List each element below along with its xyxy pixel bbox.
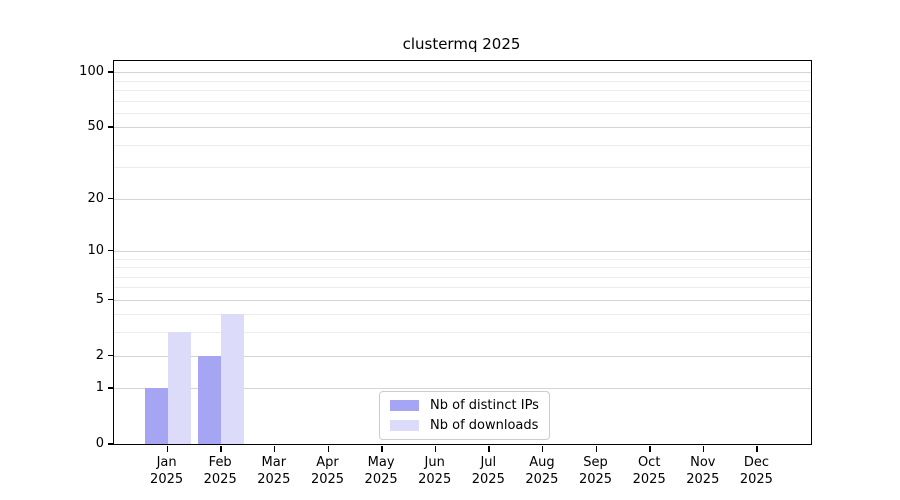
x-tick-year: 2025 — [418, 472, 452, 487]
x-tick-month: Feb — [208, 455, 232, 470]
x-tick-label: Apr 2025 — [293, 454, 363, 488]
y-gridline-minor — [114, 276, 811, 278]
x-tick-year: 2025 — [150, 472, 184, 487]
x-tick-month: Sep — [583, 455, 608, 470]
y-tick-label: 50 — [87, 119, 104, 135]
legend-item-downloads: Nb of downloads — [390, 418, 539, 433]
y-tick-label: 10 — [87, 242, 104, 258]
legend-swatch-distinct-ips-icon — [390, 400, 419, 411]
x-tick-year: 2025 — [525, 472, 559, 487]
x-tick-label: Feb 2025 — [185, 454, 255, 488]
legend-label-downloads: Nb of downloads — [430, 418, 539, 433]
x-tick-mark — [649, 446, 651, 452]
y-gridline-minor — [114, 144, 811, 146]
y-tick-mark — [108, 249, 114, 252]
y-gridline-major — [114, 355, 811, 357]
y-gridline-minor — [114, 267, 811, 268]
x-tick-label: May 2025 — [346, 454, 416, 488]
legend-label-distinct-ips: Nb of distinct IPs — [430, 398, 539, 413]
y-tick-mark — [108, 126, 114, 128]
x-tick-label: Jul 2025 — [453, 454, 523, 488]
x-tick-mark — [702, 446, 705, 452]
x-tick-mark — [273, 446, 276, 452]
x-tick-year: 2025 — [686, 472, 720, 487]
x-tick-mark — [488, 446, 490, 452]
x-tick-mark — [434, 446, 437, 452]
legend-item-distinct-ips: Nb of distinct IPs — [390, 398, 539, 413]
y-tick-mark — [108, 71, 114, 73]
x-tick-year: 2025 — [471, 472, 505, 487]
x-tick-month: Mar — [261, 455, 287, 470]
y-tick-label: 100 — [79, 64, 104, 80]
x-tick-year: 2025 — [310, 472, 345, 487]
bar-distinct-ips — [198, 355, 222, 444]
x-tick-month: Apr — [316, 455, 339, 470]
x-tick-label: Aug 2025 — [507, 454, 577, 488]
y-tick-mark — [108, 197, 114, 200]
x-tick-label: Mar 2025 — [239, 454, 309, 488]
y-gridline-minor — [114, 100, 811, 102]
x-tick-label: Jan 2025 — [132, 454, 202, 488]
y-tick-label: 5 — [95, 291, 104, 307]
y-tick-mark — [108, 354, 114, 356]
x-tick-month: Nov — [690, 455, 716, 470]
plot-area: Nb of distinct IPs Nb of downloads — [113, 60, 812, 445]
chart-title: clustermq 2025 — [402, 35, 521, 53]
y-tick-label: 0 — [95, 436, 104, 451]
y-tick-mark — [108, 443, 114, 445]
y-tick-label: 2 — [95, 347, 104, 363]
x-tick-year: 2025 — [578, 472, 613, 487]
bar-distinct-ips — [144, 388, 168, 444]
x-tick-month: Dec — [743, 455, 769, 470]
x-tick-month: Jan — [156, 455, 177, 470]
y-gridline-minor — [114, 258, 811, 260]
y-tick-label: 1 — [95, 380, 104, 396]
x-tick-month: Jul — [480, 455, 497, 470]
x-tick-year: 2025 — [203, 472, 237, 487]
y-tick-mark — [108, 387, 114, 389]
x-tick-mark — [541, 446, 544, 452]
y-gridline-minor — [114, 332, 811, 334]
x-tick-year: 2025 — [632, 472, 666, 487]
x-tick-year: 2025 — [739, 472, 773, 487]
y-gridline-minor — [114, 80, 811, 82]
y-gridline-minor — [114, 287, 811, 289]
x-tick-mark — [220, 446, 222, 452]
legend-swatch-downloads-icon — [390, 420, 419, 431]
x-tick-month: Aug — [529, 455, 555, 470]
x-tick-month: Oct — [637, 455, 661, 470]
y-tick-label: 20 — [87, 190, 104, 206]
x-tick-mark — [166, 446, 169, 452]
x-tick-mark — [756, 446, 758, 452]
y-gridline-minor — [114, 89, 811, 91]
bar-downloads — [221, 314, 245, 444]
x-tick-month: Jun — [424, 455, 445, 470]
y-gridline-major — [114, 388, 811, 390]
y-gridline-major — [114, 250, 811, 252]
y-gridline-minor — [114, 167, 811, 169]
legend: Nb of distinct IPs Nb of downloads — [379, 391, 550, 440]
y-gridline-minor — [114, 314, 811, 316]
y-gridline-major — [114, 198, 811, 200]
x-tick-label: Oct 2025 — [614, 454, 684, 488]
x-tick-label: Dec 2025 — [721, 454, 791, 488]
y-gridline-major — [114, 127, 811, 129]
x-tick-mark — [595, 446, 597, 452]
x-tick-year: 2025 — [364, 472, 398, 487]
y-gridline-major — [114, 299, 811, 301]
y-gridline-minor — [114, 112, 811, 114]
bar-downloads — [167, 332, 191, 444]
x-tick-mark — [381, 446, 383, 452]
x-tick-label: Sep 2025 — [561, 454, 631, 488]
x-tick-year: 2025 — [257, 472, 291, 487]
x-tick-label: Nov 2025 — [668, 454, 738, 488]
x-tick-label: Jun 2025 — [400, 454, 470, 488]
x-tick-mark — [327, 446, 329, 452]
y-tick-mark — [108, 298, 114, 301]
x-tick-month: May — [367, 455, 395, 470]
y-gridline-major — [114, 72, 811, 74]
